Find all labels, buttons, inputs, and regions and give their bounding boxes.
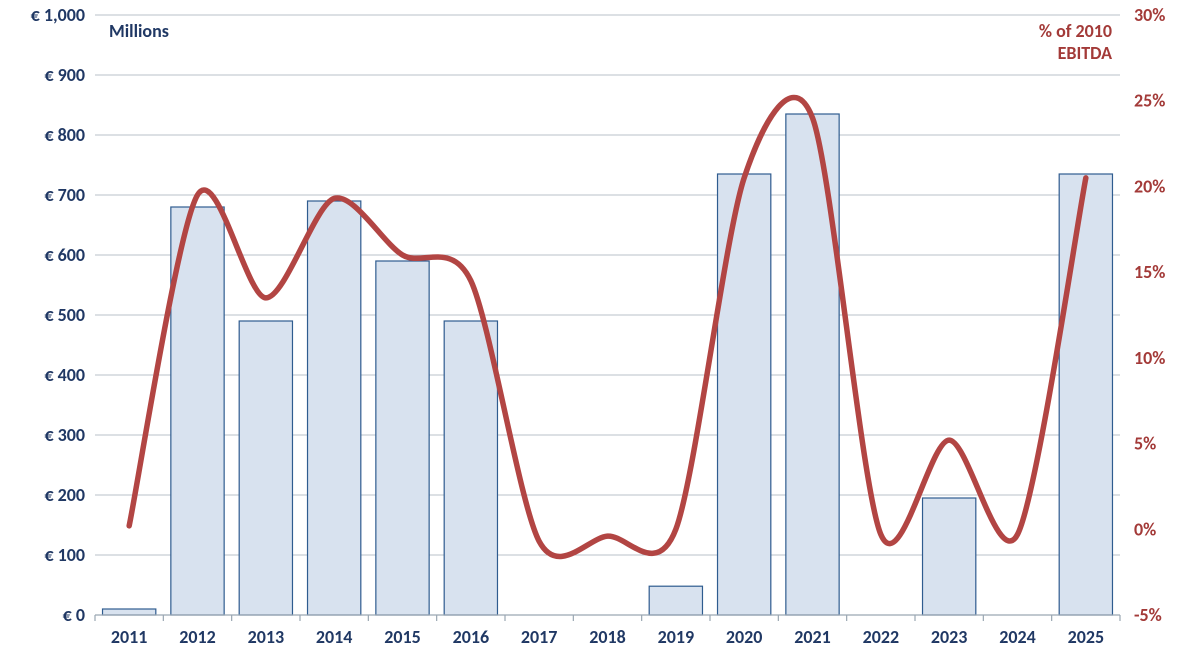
x-tick-label: 2024 [999,626,1036,648]
y-right-tick-label: 25% [1134,90,1165,112]
y-right-tick-label: 5% [1134,433,1156,455]
y-left-tick-label: € 200 [44,484,85,506]
x-tick-label: 2017 [521,626,558,648]
left-axis-label: Millions [109,20,169,42]
x-tick-label: 2014 [316,626,353,648]
bar [649,586,702,615]
x-tick-label: 2023 [931,626,968,648]
y-right-tick-label: 10% [1134,347,1165,369]
bar [786,114,839,615]
x-tick-label: 2018 [589,626,626,648]
y-left-tick-label: € 500 [44,304,85,326]
y-left-tick-label: € 800 [44,124,85,146]
y-left-tick-label: € 100 [44,544,85,566]
bar [103,609,156,615]
y-right-tick-label: 15% [1134,261,1165,283]
x-tick-label: 2015 [384,626,421,648]
y-right-tick-label: 30% [1134,4,1165,26]
bar [376,261,429,615]
x-tick-label: 2020 [726,626,763,648]
y-right-tick-label: 20% [1134,175,1165,197]
y-left-tick-label: € 400 [44,364,85,386]
bar [718,174,771,615]
y-left-tick-label: € 300 [44,424,85,446]
chart-svg: € 0 € 100 € 200 € 300 € 400 € 500 € 600 € 700 € … [0,0,1199,668]
combo-chart: € 0 € 100 € 200 € 300 € 400 € 500 € 600 € 700 € … [0,0,1199,668]
x-tick-label: 2012 [179,626,216,648]
bar [923,498,976,615]
right-axis-label-line2: EBITDA [1058,42,1113,64]
y-left-tick-label: € 600 [44,244,85,266]
bar [444,321,497,615]
y-left-tick-label: € 1,000 [31,4,85,26]
x-tick-label: 2013 [248,626,285,648]
y-left-tick-label: € 900 [44,64,85,86]
right-axis-label-line1: % of 2010 [1039,20,1112,42]
bar [1059,174,1112,615]
x-tick-label: 2011 [111,626,148,648]
x-tick-label: 2025 [1068,626,1105,648]
x-tick-label: 2016 [453,626,490,648]
x-tick-label: 2021 [794,626,831,648]
x-tick-label: 2019 [658,626,695,648]
y-left-tick-label: € 0 [63,604,85,626]
y-right-tick-label: 0% [1134,518,1156,540]
x-tick-label: 2022 [863,626,900,648]
y-left-tick-label: € 700 [44,184,85,206]
y-right-tick-label: -5% [1134,604,1162,626]
bar [308,201,361,615]
bar [239,321,292,615]
